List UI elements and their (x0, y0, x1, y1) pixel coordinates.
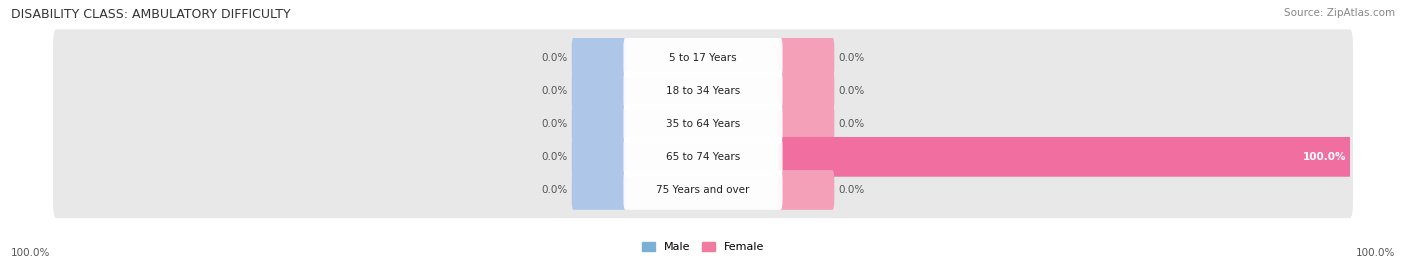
Text: 65 to 74 Years: 65 to 74 Years (666, 152, 740, 162)
Text: 0.0%: 0.0% (541, 152, 567, 162)
Text: 100.0%: 100.0% (1303, 152, 1347, 162)
Text: 0.0%: 0.0% (541, 119, 567, 129)
FancyBboxPatch shape (53, 162, 1353, 218)
FancyBboxPatch shape (779, 38, 834, 77)
Text: 0.0%: 0.0% (541, 185, 567, 195)
Text: 0.0%: 0.0% (839, 52, 865, 62)
FancyBboxPatch shape (623, 71, 783, 111)
FancyBboxPatch shape (53, 129, 1353, 185)
Text: Source: ZipAtlas.com: Source: ZipAtlas.com (1284, 8, 1395, 18)
Legend: Male, Female: Male, Female (641, 242, 765, 253)
Text: 100.0%: 100.0% (1355, 248, 1395, 258)
FancyBboxPatch shape (572, 137, 627, 177)
FancyBboxPatch shape (572, 71, 627, 111)
FancyBboxPatch shape (572, 38, 627, 77)
FancyBboxPatch shape (53, 95, 1353, 152)
Text: DISABILITY CLASS: AMBULATORY DIFFICULTY: DISABILITY CLASS: AMBULATORY DIFFICULTY (11, 8, 291, 21)
Text: 0.0%: 0.0% (839, 119, 865, 129)
Text: 100.0%: 100.0% (11, 248, 51, 258)
Text: 18 to 34 Years: 18 to 34 Years (666, 86, 740, 96)
FancyBboxPatch shape (572, 104, 627, 144)
Text: 0.0%: 0.0% (839, 86, 865, 96)
FancyBboxPatch shape (623, 170, 783, 210)
FancyBboxPatch shape (623, 104, 783, 144)
FancyBboxPatch shape (572, 170, 627, 210)
FancyBboxPatch shape (53, 29, 1353, 86)
FancyBboxPatch shape (623, 137, 783, 177)
Text: 5 to 17 Years: 5 to 17 Years (669, 52, 737, 62)
Text: 0.0%: 0.0% (541, 86, 567, 96)
Text: 75 Years and over: 75 Years and over (657, 185, 749, 195)
FancyBboxPatch shape (779, 71, 834, 111)
Text: 0.0%: 0.0% (839, 185, 865, 195)
FancyBboxPatch shape (623, 38, 783, 77)
FancyBboxPatch shape (779, 104, 834, 144)
FancyBboxPatch shape (53, 62, 1353, 119)
Text: 35 to 64 Years: 35 to 64 Years (666, 119, 740, 129)
Text: 0.0%: 0.0% (541, 52, 567, 62)
FancyBboxPatch shape (779, 137, 1351, 177)
FancyBboxPatch shape (779, 170, 834, 210)
